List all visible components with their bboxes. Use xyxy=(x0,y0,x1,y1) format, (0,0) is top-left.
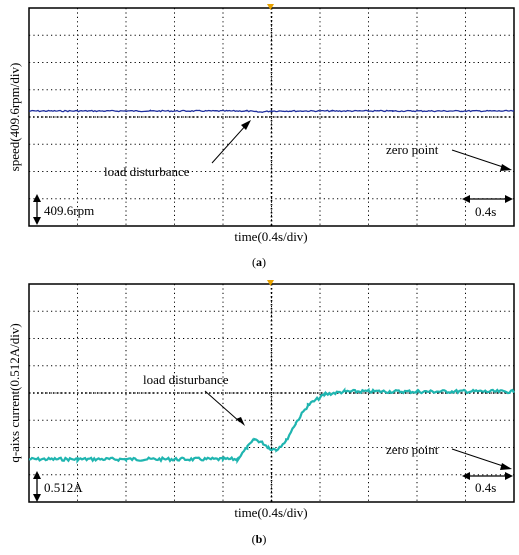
panel-label: (a) xyxy=(252,255,266,269)
x-scale-label: 0.4s xyxy=(475,204,496,219)
y-scale-label: 409.6rpm xyxy=(44,203,94,218)
zero-point-arrow xyxy=(451,149,507,169)
disturbance-arrow xyxy=(211,123,248,164)
y-scale-arrow-up xyxy=(33,471,41,479)
grid xyxy=(29,8,514,226)
x-scale-arrow-left xyxy=(462,472,470,480)
trace xyxy=(28,109,515,113)
y-axis-label: q-aixs current(0.512A/div) xyxy=(7,323,22,462)
trigger-marker xyxy=(267,280,274,286)
disturbance-arrowhead xyxy=(241,120,251,130)
trigger-marker xyxy=(267,4,274,10)
current-chart-svg: q-aixs current(0.512A/div) time(0.4s/div… xyxy=(7,280,515,546)
x-scale-arrow-right xyxy=(505,195,513,203)
zero-point-arrowhead xyxy=(500,164,512,171)
disturbance-arrowhead xyxy=(236,417,245,426)
series-line xyxy=(28,109,515,113)
speed-chart-panel: speed(409.6rpm/div) time(0.4s/div) (a) l… xyxy=(7,4,515,269)
y-scale-label: 0.512A xyxy=(44,480,83,495)
speed-chart-svg: speed(409.6rpm/div) time(0.4s/div) (a) l… xyxy=(7,4,515,269)
panel-label: (b) xyxy=(252,532,267,546)
y-scale-arrow-down xyxy=(33,494,41,502)
disturbance-annotation: load disturbance xyxy=(143,372,229,387)
zero-point-annotation: zero point xyxy=(386,142,439,157)
grid xyxy=(29,284,514,502)
y-axis-label: speed(409.6rpm/div) xyxy=(7,63,22,172)
trace xyxy=(28,387,515,465)
current-chart-panel: q-aixs current(0.512A/div) time(0.4s/div… xyxy=(0,275,519,555)
x-scale-label: 0.4s xyxy=(475,480,496,495)
x-axis-label: time(0.4s/div) xyxy=(234,229,307,244)
x-axis-label: time(0.4s/div) xyxy=(234,505,307,520)
y-scale-arrow-up xyxy=(33,194,41,202)
y-scale-arrow-down xyxy=(33,217,41,225)
x-scale-arrow-right xyxy=(505,472,513,480)
zero-point-arrowhead xyxy=(500,463,512,470)
disturbance-annotation: load disturbance xyxy=(104,164,190,179)
zero-point-arrow xyxy=(451,448,507,468)
zero-point-annotation: zero point xyxy=(386,442,439,457)
series-line xyxy=(28,387,515,465)
disturbance-arrow xyxy=(204,390,241,423)
x-scale-arrow-left xyxy=(462,195,470,203)
